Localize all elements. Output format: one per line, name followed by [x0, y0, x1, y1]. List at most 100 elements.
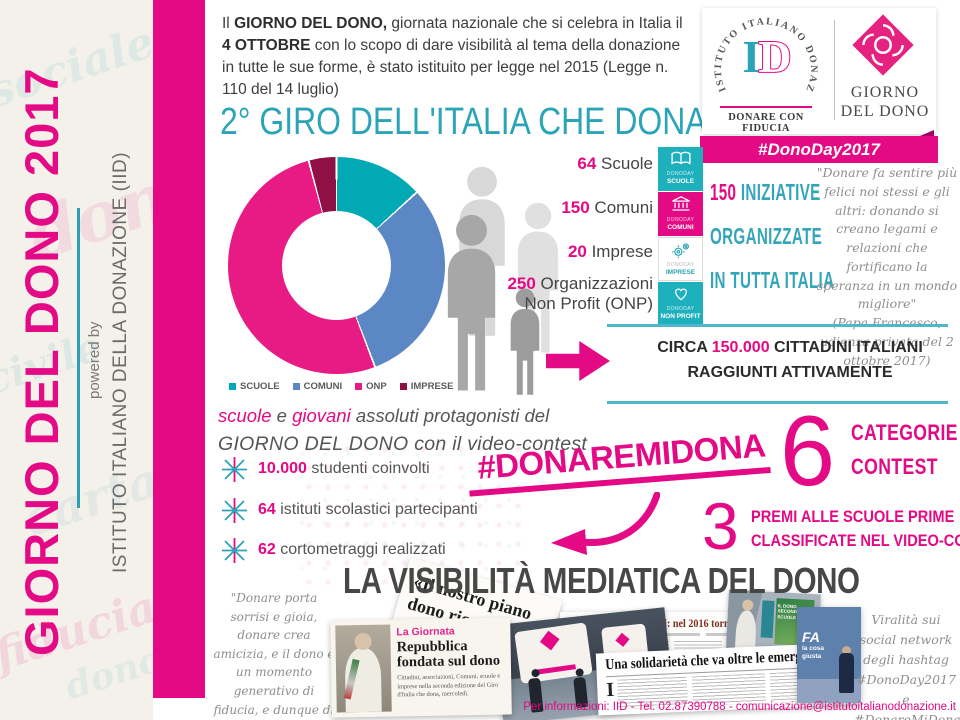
legend-label: ONP	[366, 381, 387, 392]
powered-by-label: powered by	[86, 321, 103, 399]
logo-divider	[834, 20, 835, 120]
initiative-line3: IN TUTTA ITALIA	[710, 267, 835, 293]
star-bullet-icon	[222, 457, 247, 482]
clip-body: Cittadini, associazioni, Comuni, scuole …	[397, 673, 501, 699]
brand-deldono: DEL DONO	[840, 103, 930, 120]
intro-paragraph: Il GIORNO DEL DONO, giornata nazionale c…	[222, 13, 694, 102]
badge-column: DONODAY SCUOLE DONODAY COMUNI DONODAY IM…	[658, 147, 703, 327]
prizes-label1: PREMI ALLE SCUOLE PRIME	[751, 507, 955, 526]
media-headline: LA VISIBILITÀ MEDIATICA DEL DONO	[343, 560, 860, 601]
badge-name: NON PROFIT	[660, 312, 701, 320]
star-bullet-icon	[222, 498, 247, 523]
divider-line-top	[607, 324, 948, 327]
legend-swatch	[292, 383, 300, 390]
stat-row-imprese: 20 Imprese	[568, 242, 653, 262]
initiative-line1: 150 INIZIATIVE	[710, 170, 842, 214]
heart-icon	[674, 288, 687, 301]
ribbon-fold	[920, 130, 934, 136]
categories-label1: CATEGORIE	[851, 420, 958, 445]
sidebar-org-label: ISTITUTO ITALIANO DELLA DONAZIONE (IID)	[110, 151, 131, 573]
badge-nonprofit: DONODAY NON PROFIT	[658, 282, 703, 326]
clip-photo	[335, 624, 392, 713]
page-title: 2° GIRO DELL'ITALIA CHE DONA	[220, 101, 707, 143]
intro-bold-date: 4 OTTOBRE	[222, 37, 311, 55]
contest-stat-schools: 64 istituti scolastici partecipanti	[258, 501, 478, 519]
stat-value: 64	[577, 154, 597, 173]
tv-caption-big: FA	[802, 629, 820, 645]
divider-line-bottom	[607, 401, 948, 404]
badge-scuole: DONODAY SCUOLE	[658, 147, 703, 191]
clip-headline: Repubblica fondata sul dono	[396, 638, 501, 671]
intro-text: Il	[222, 15, 235, 32]
stat-value: 62	[258, 541, 276, 558]
iid-rule	[720, 106, 812, 108]
tv-guest	[839, 653, 854, 693]
stat-row-comuni: 150 Comuni	[561, 198, 653, 218]
prizes-number: 3	[702, 489, 739, 563]
intro-text: con lo scopo di dare visibilità al tema …	[222, 37, 681, 99]
star-bullet-icon	[222, 538, 247, 563]
tv-guest-head	[842, 646, 851, 655]
donoday-ribbon: #DonoDay2017	[700, 136, 938, 163]
clip-subline	[568, 633, 789, 636]
stat-label: Organizzazioni	[535, 274, 653, 293]
initiative-line2: ORGANIZZATE	[710, 223, 823, 249]
reach-text: CITTADINI ITALIANI	[769, 339, 923, 356]
stat-value: 150	[561, 198, 590, 217]
vc-text: assoluti protagonisti del	[350, 405, 550, 426]
intro-text: giornata nazionale che si celebra in Ita…	[387, 15, 683, 32]
badge-tag: DONODAY	[666, 171, 695, 177]
logo-card: ISTITUTO ITALIANO DONAZIONE ID DONARE CO…	[702, 0, 936, 134]
social-virality-note: Viralità sui social network degli hashta…	[854, 612, 960, 720]
monogram-d: D	[757, 31, 792, 82]
reach-number: 150.000	[711, 339, 770, 356]
clip-kicker: La Giornata	[396, 625, 455, 639]
stat-value: 10.000	[258, 460, 307, 477]
iid-tagline: DONARE CON FIDUCIA	[728, 112, 804, 134]
book-icon	[670, 151, 691, 165]
badge-tag: DONODAY	[666, 262, 695, 268]
quote-text: "Donare porta sorrisi e gioia, donare cr…	[213, 591, 335, 717]
stat-label: istituti scolastici partecipanti	[275, 501, 478, 518]
pope-quote: "Donare fa sentire più felici noi stessi…	[816, 164, 958, 370]
intro-bold-giorno: GIORNO DEL DONO,	[234, 15, 388, 32]
bank-icon	[671, 196, 690, 211]
badge-tag: DONODAY	[666, 217, 695, 223]
sidebar-background: sociale dono civile carta fiducia dono	[0, 0, 153, 720]
reach-line2: RAGGIUNTI ATTIVAMENTE	[687, 363, 893, 381]
stat-label: studenti coinvolti	[306, 460, 430, 477]
donut-hole	[282, 211, 391, 320]
legend-item-scuole: SCUOLE	[229, 381, 280, 392]
legend-label: IMPRESE	[410, 381, 454, 392]
stat-row-scuole: 64 Scuole	[577, 154, 653, 174]
prizes-label2: CLASSIFICATE NEL VIDEO-CONTEST	[751, 531, 960, 550]
legend-swatch	[399, 383, 407, 390]
tv-diamond-logo	[615, 632, 630, 647]
reach-banner: CIRCA 150.000 CITTADINI ITALIANI RAGGIUN…	[628, 336, 952, 386]
stat-label: cortometraggi realizzati	[275, 541, 446, 558]
legend-swatch	[229, 383, 236, 390]
categories-number: 6	[780, 395, 836, 506]
stat-label: Scuole	[596, 154, 653, 173]
stat-row-onp: 250 Organizzazioni Non Profit (ONP)	[507, 274, 653, 314]
reach-text: CIRCA	[657, 339, 712, 356]
mattarella-quote: "Donare porta sorrisi e gioia, donare cr…	[212, 589, 336, 720]
legend-item-onp: ONP	[355, 381, 387, 392]
hashtag-arrow-icon	[551, 492, 660, 555]
stat-label2: Non Profit (ONP)	[524, 294, 653, 313]
gears-icon	[671, 243, 689, 258]
legend-item-comuni: COMUNI	[292, 381, 342, 392]
monogram-i: I	[742, 31, 760, 82]
tv-caption-small: la cosa giusta	[802, 645, 825, 661]
badge-imprese: DONODAY IMPRESE	[658, 237, 703, 281]
footer-contact: Per informazioni: IID - Tel. 02.87390788…	[523, 701, 956, 713]
video-contest-intro: scuole e giovani assoluti protagonisti d…	[218, 403, 587, 458]
categories-label2: CONTEST	[851, 454, 938, 479]
brand-giorno: GIORNO	[850, 84, 920, 101]
initiatives-block: 150 INIZIATIVE ORGANIZZATE IN TUTTA ITAL…	[710, 170, 842, 302]
badge-name: IMPRESE	[665, 268, 696, 276]
legend-item-imprese: IMPRESE	[399, 381, 454, 392]
photo-figure-head	[354, 632, 372, 651]
badge-comuni: DONODAY COMUNI	[658, 192, 703, 236]
